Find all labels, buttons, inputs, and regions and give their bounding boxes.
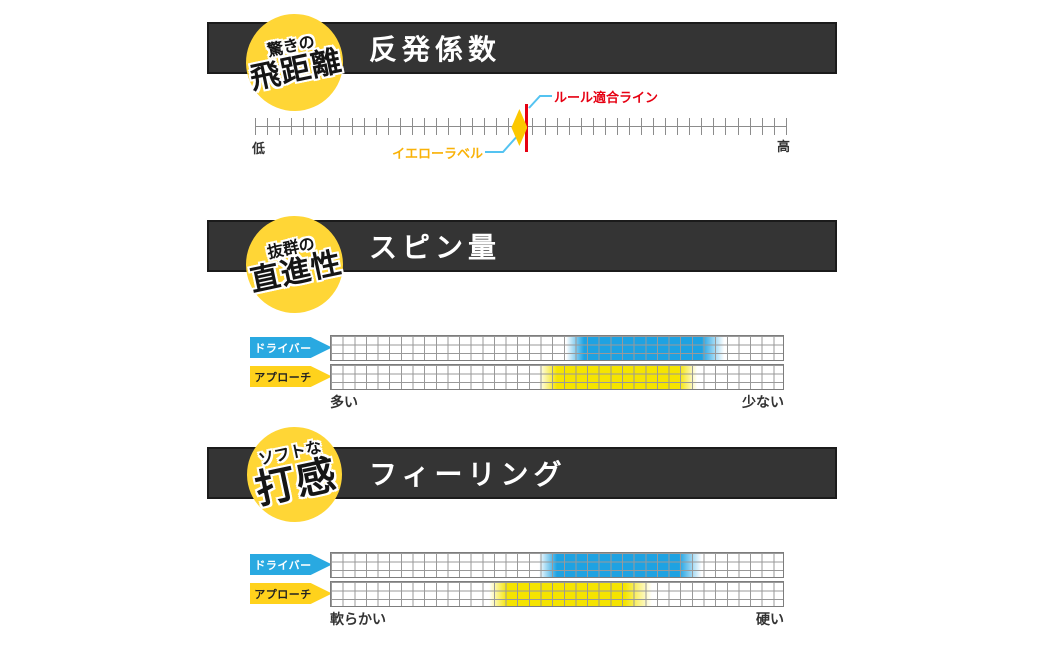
feeling-driver-tag: ドライバー: [250, 554, 332, 575]
scale-tick: [339, 118, 341, 135]
scale-tick: [677, 118, 679, 135]
scale-tick: [315, 118, 317, 135]
feeling-axis-labels: 軟らかい 硬い: [330, 609, 784, 629]
scale-tick: [327, 118, 329, 135]
feeling-axis-left: 軟らかい: [330, 611, 386, 627]
scale-tick: [701, 118, 703, 135]
rebound-scale: ルール適合ライン イエローラベル 低 高: [252, 90, 790, 165]
spin-driver-tag-label: ドライバー: [254, 342, 312, 355]
yellow-marker-label: イエローラベル: [392, 146, 483, 161]
scale-tick: [580, 118, 582, 135]
scale-tick: [773, 118, 775, 135]
scale-tick: [641, 118, 642, 135]
scale-tick: [761, 118, 763, 135]
scale-label-low: 低: [252, 141, 266, 156]
scale-tick: [556, 118, 558, 135]
section-title-rebound: 反発係数: [369, 33, 502, 66]
rule-line-label: ルール適合ライン: [554, 90, 659, 105]
connector-lines: [485, 95, 552, 153]
spin-approach-tag-label: アプローチ: [254, 371, 312, 384]
scale-tick: [448, 118, 449, 135]
spin-axis-left: 多い: [330, 394, 358, 410]
spin-axis-right: 少ない: [742, 394, 784, 410]
scale-tick: [472, 118, 474, 135]
section-title-feeling: フィーリング: [369, 458, 567, 491]
scale-tick: [713, 118, 715, 135]
feeling-driver-bar: [330, 552, 784, 578]
feeling-approach-tag-label: アプローチ: [254, 588, 312, 601]
scale-tick: [725, 118, 727, 135]
spin-driver-grid: [330, 335, 784, 361]
badge-soft-feel: ソフトな 打感: [238, 418, 351, 531]
scale-tick: [399, 118, 401, 135]
scale-tick: [279, 118, 281, 135]
spin-approach-grid: [330, 364, 784, 390]
scale-tick: [255, 118, 256, 135]
scale-tick: [423, 118, 425, 135]
feeling-driver-tag-label: ドライバー: [254, 559, 312, 572]
badge-flight-distance-main-text: 飛距離: [247, 43, 346, 98]
spin-axis-labels: 多い 少ない: [330, 392, 784, 412]
scale-tick: [592, 118, 594, 135]
feeling-approach-bar: [330, 581, 784, 607]
scale-tick: [375, 118, 377, 135]
spin-approach-tag: アプローチ: [250, 366, 332, 387]
scale-tick: [532, 118, 534, 135]
scale-tick: [689, 118, 691, 135]
scale-tick: [568, 118, 570, 135]
scale-tick: [460, 118, 462, 135]
spin-driver-tag: ドライバー: [250, 337, 332, 358]
scale-tick: [303, 118, 305, 135]
scale-tick: [267, 118, 269, 135]
scale-tick: [291, 118, 293, 135]
scale-tick: [484, 118, 486, 135]
scale-tick: [785, 118, 787, 135]
scale-tick: [363, 118, 365, 135]
scale-tick: [616, 118, 618, 135]
feeling-axis-right: 硬い: [756, 611, 784, 627]
spin-driver-bar: [330, 335, 784, 361]
section-title-spin: スピン量: [369, 231, 502, 264]
feeling-driver-grid: [330, 552, 784, 578]
yellow-diamond-marker: [511, 109, 528, 146]
scale-tick: [387, 118, 389, 135]
scale-tick: [351, 118, 353, 135]
scale-tick: [496, 118, 498, 135]
scale-tick: [737, 118, 739, 135]
feeling-approach-tag: アプローチ: [250, 583, 332, 604]
scale-tick: [411, 118, 413, 135]
badge-straightness-main-text: 直進性: [247, 245, 346, 300]
scale-tick: [628, 118, 630, 135]
scale-tick: [749, 118, 751, 135]
scale-tick: [544, 118, 546, 135]
scale-tick: [508, 118, 510, 135]
feeling-approach-grid: [330, 581, 784, 607]
spin-approach-bar: [330, 364, 784, 390]
scale-tick: [653, 118, 655, 135]
scale-tick: [435, 118, 437, 135]
scale-label-high: 高: [776, 139, 790, 154]
scale-tick: [604, 118, 606, 135]
ruler-ticks: [255, 118, 787, 135]
scale-tick: [665, 118, 667, 135]
